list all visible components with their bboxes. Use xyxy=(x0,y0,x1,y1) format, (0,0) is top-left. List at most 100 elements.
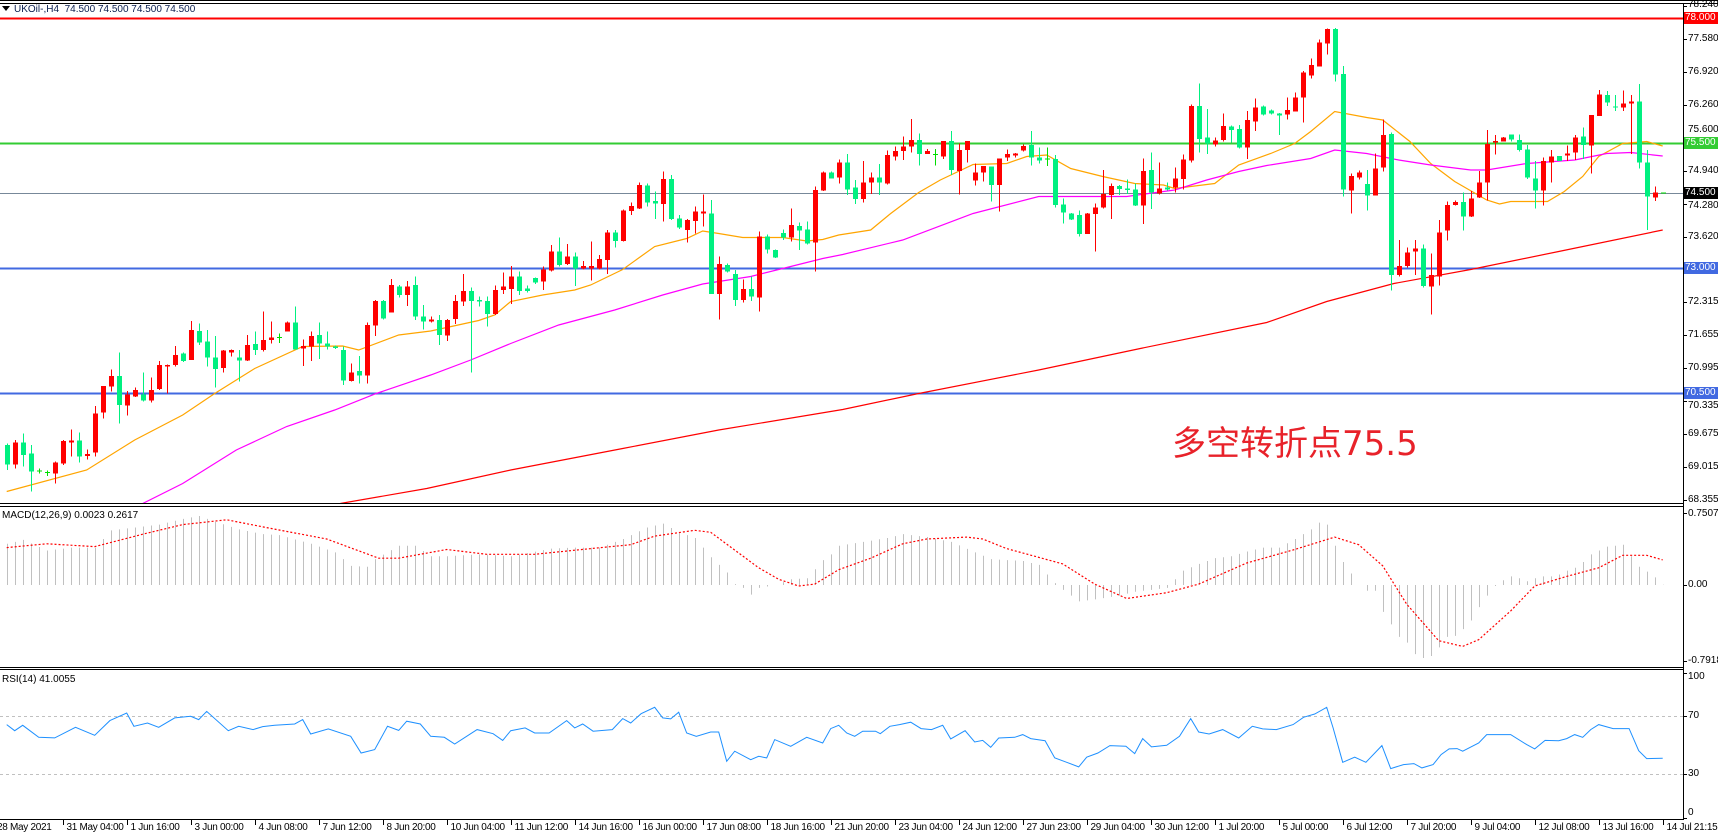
candle-body xyxy=(77,440,82,457)
candle-body xyxy=(245,345,250,361)
candle xyxy=(669,175,674,220)
time-tick-label: 17 Jun 08:00 xyxy=(706,822,762,833)
candle xyxy=(509,266,514,304)
candle-body xyxy=(917,140,922,154)
candle-body xyxy=(1421,248,1426,286)
candle-body xyxy=(925,151,930,154)
candle xyxy=(1101,170,1106,209)
candle-body xyxy=(397,286,402,295)
candle xyxy=(1589,115,1594,174)
candle-body xyxy=(1389,134,1394,275)
candle xyxy=(341,346,346,385)
candle-body xyxy=(109,376,114,387)
candle xyxy=(621,209,626,242)
candle xyxy=(1053,155,1058,208)
candle xyxy=(637,182,642,209)
moving-average-line xyxy=(6,110,1663,493)
candle xyxy=(765,234,770,254)
candle-body xyxy=(885,155,890,184)
candle xyxy=(293,306,298,350)
candle-body xyxy=(829,172,834,179)
candle-body xyxy=(677,218,682,228)
dropdown-triangle-icon[interactable] xyxy=(2,6,10,11)
candle-body xyxy=(1109,186,1114,195)
candle-body xyxy=(133,390,138,397)
candle-body xyxy=(149,390,154,401)
candle-body xyxy=(93,413,98,453)
candle-body xyxy=(1573,137,1578,153)
candle xyxy=(861,161,866,203)
candle-body xyxy=(1077,215,1082,234)
candle xyxy=(773,249,778,258)
candle xyxy=(1485,130,1490,201)
candle xyxy=(1405,247,1410,268)
macd-plot xyxy=(6,515,1664,658)
candle-body xyxy=(1445,205,1450,231)
candle-body xyxy=(853,187,858,199)
candle xyxy=(989,166,994,202)
candle-body xyxy=(781,233,786,238)
candle xyxy=(229,349,234,357)
candle xyxy=(1525,145,1530,179)
candle-body xyxy=(1341,74,1346,190)
price-tick-label: 77.580 xyxy=(1688,33,1718,44)
candle-body xyxy=(965,141,970,150)
candle-body xyxy=(501,286,506,290)
candle-body xyxy=(1437,232,1442,277)
candle xyxy=(181,352,186,362)
candle xyxy=(1325,28,1330,55)
candle xyxy=(957,143,962,195)
macd-tick-label: -0.7918 xyxy=(1688,655,1718,666)
candle-body xyxy=(173,355,178,365)
candle xyxy=(1197,83,1202,153)
candle xyxy=(1077,210,1082,237)
candle-body xyxy=(765,236,770,250)
candle-body xyxy=(653,201,658,204)
macd-signal-line xyxy=(6,519,1663,648)
candle-body xyxy=(1605,95,1610,103)
candle-body xyxy=(973,172,978,181)
price-tick-label: 74.280 xyxy=(1688,200,1718,211)
candle-body xyxy=(613,232,618,241)
candle xyxy=(1517,134,1522,152)
candle xyxy=(1173,167,1178,193)
candle xyxy=(1389,132,1394,291)
candle-body xyxy=(1261,106,1266,115)
candle xyxy=(1005,149,1010,161)
candle xyxy=(685,219,690,243)
candle-body xyxy=(645,185,650,203)
candle-body xyxy=(773,250,778,258)
candle-body xyxy=(909,140,914,147)
candle xyxy=(149,377,154,403)
candle xyxy=(1413,240,1418,275)
candle xyxy=(597,255,602,270)
candle-body xyxy=(437,320,442,335)
candle-body xyxy=(69,440,74,443)
candle xyxy=(789,208,794,242)
candle xyxy=(357,356,362,384)
candle-body xyxy=(1269,110,1274,114)
candle xyxy=(1149,152,1154,209)
candle xyxy=(589,241,594,281)
candle xyxy=(397,285,402,298)
candle-body xyxy=(1613,106,1618,108)
candle xyxy=(1357,170,1362,180)
candle-body xyxy=(1253,107,1258,122)
candle-body xyxy=(13,442,18,465)
time-tick-label: 21 Jun 20:00 xyxy=(834,822,890,833)
candle xyxy=(445,319,450,341)
candle xyxy=(869,172,874,194)
candle-body xyxy=(1493,141,1498,143)
candle xyxy=(549,245,554,272)
candle xyxy=(1429,253,1434,315)
candle xyxy=(205,330,210,367)
candle xyxy=(1341,66,1346,197)
candle-body xyxy=(285,322,290,332)
moving-averages xyxy=(6,110,1663,503)
candle xyxy=(565,244,570,265)
candle-body xyxy=(661,179,666,204)
candle-body xyxy=(1525,149,1530,178)
candle xyxy=(237,350,242,382)
candle-body xyxy=(197,331,202,343)
candle xyxy=(661,171,666,222)
